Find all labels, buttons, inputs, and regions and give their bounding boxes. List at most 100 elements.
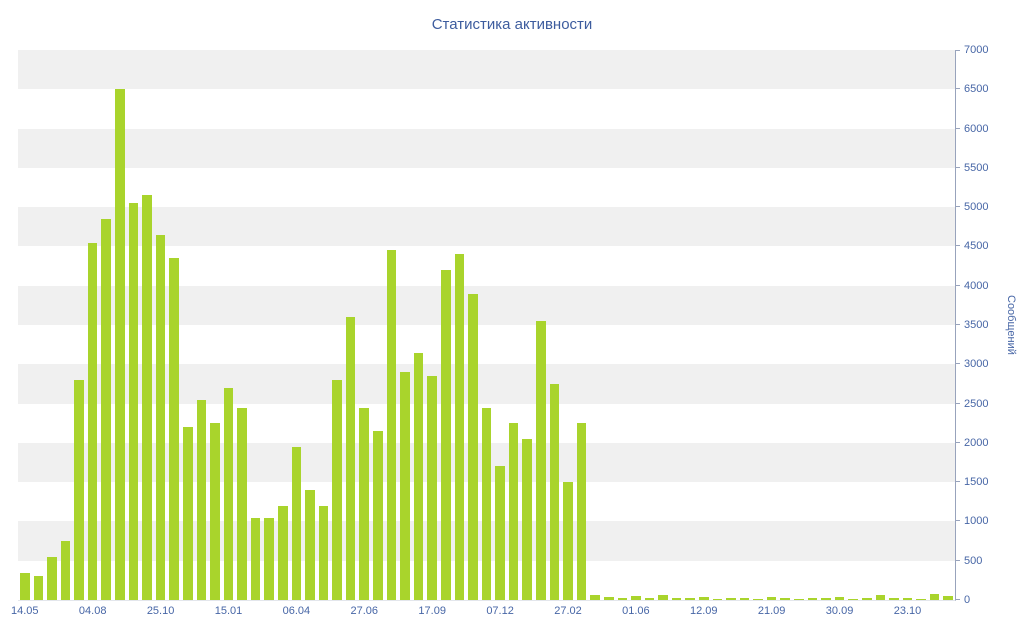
y-tick-mark bbox=[956, 245, 960, 247]
y-tick-label: 6000 bbox=[964, 122, 989, 135]
bar bbox=[821, 598, 831, 600]
band bbox=[18, 50, 955, 90]
bar bbox=[468, 293, 478, 600]
x-tick-label: 21.09 bbox=[757, 605, 786, 617]
y-axis-title: Сообщений bbox=[1005, 295, 1017, 355]
bar bbox=[780, 598, 791, 600]
bar bbox=[685, 598, 695, 600]
bar bbox=[834, 596, 845, 600]
x-tick-label: 01.06 bbox=[622, 605, 650, 617]
y-tick-mark bbox=[956, 520, 960, 522]
bar bbox=[20, 572, 30, 600]
x-tick-label: 15.01 bbox=[214, 605, 243, 617]
bar bbox=[155, 234, 166, 600]
bar bbox=[481, 407, 492, 600]
y-tick-label: 2000 bbox=[964, 436, 989, 449]
bar bbox=[861, 597, 872, 600]
x-tick-label: 07.12 bbox=[486, 605, 514, 617]
bar bbox=[440, 270, 451, 600]
bar bbox=[712, 599, 723, 600]
chart-title: Статистика активности bbox=[431, 16, 593, 33]
y-tick-label: 7000 bbox=[964, 44, 989, 56]
y-tick-mark bbox=[956, 599, 960, 600]
bar bbox=[400, 372, 410, 600]
y-tick-label: 0 bbox=[964, 594, 971, 606]
bar bbox=[74, 380, 84, 600]
bar bbox=[278, 505, 288, 600]
x-tick-label: 17.09 bbox=[418, 605, 446, 617]
x-axis: 14.05 04.08 25.10 15.01 06.04 27.06 17.09 07.12… bbox=[11, 605, 955, 621]
bar bbox=[291, 446, 302, 600]
y-tick-mark bbox=[956, 206, 960, 208]
y-tick-mark bbox=[956, 127, 960, 129]
plot-bands bbox=[18, 50, 955, 600]
bar bbox=[875, 595, 886, 600]
bar bbox=[413, 352, 424, 600]
y-tick-mark bbox=[956, 363, 960, 365]
bar bbox=[698, 596, 709, 600]
bar bbox=[753, 599, 763, 600]
y-tick-mark bbox=[956, 284, 960, 286]
y-tick-mark bbox=[956, 559, 960, 561]
bar bbox=[237, 407, 247, 600]
x-tick-label: 27.06 bbox=[350, 605, 379, 617]
bar bbox=[386, 250, 397, 600]
bar bbox=[210, 423, 220, 600]
bar bbox=[617, 597, 628, 600]
bar bbox=[631, 596, 641, 600]
bar bbox=[318, 505, 329, 600]
bar bbox=[142, 195, 152, 600]
bar bbox=[671, 597, 682, 600]
bar bbox=[658, 595, 668, 600]
bar bbox=[427, 376, 437, 600]
bar bbox=[929, 593, 940, 600]
bar bbox=[590, 595, 600, 600]
band bbox=[18, 128, 955, 168]
bar bbox=[454, 254, 465, 600]
bar bbox=[182, 427, 193, 600]
bar bbox=[902, 597, 913, 600]
bar bbox=[359, 407, 370, 600]
bar bbox=[87, 242, 98, 600]
x-tick-label: 27.02 bbox=[554, 605, 582, 617]
bar bbox=[250, 517, 261, 600]
y-tick-mark bbox=[956, 324, 960, 325]
bar bbox=[495, 466, 505, 600]
bar bbox=[332, 380, 342, 600]
y-tick-label: 1500 bbox=[964, 476, 989, 489]
y-tick-mark bbox=[956, 88, 960, 90]
y-tick-label: 500 bbox=[964, 554, 983, 567]
bar bbox=[169, 258, 179, 600]
bar bbox=[33, 576, 44, 600]
y-tick-mark bbox=[956, 402, 960, 404]
y-tick-label: 3500 bbox=[964, 319, 989, 331]
y-tick-mark bbox=[956, 441, 960, 443]
bar bbox=[60, 541, 71, 600]
x-tick-label: 14.05 bbox=[11, 605, 39, 617]
y-tick-label: 5000 bbox=[964, 201, 989, 214]
bar bbox=[128, 203, 139, 600]
y-tick-mark bbox=[956, 481, 960, 483]
bars-container bbox=[18, 50, 955, 600]
bar bbox=[889, 598, 899, 600]
bar bbox=[726, 598, 736, 600]
bar bbox=[101, 218, 112, 600]
x-tick-label: 04.08 bbox=[78, 605, 107, 617]
bar bbox=[305, 490, 315, 600]
y-tick-label: 1000 bbox=[964, 515, 989, 528]
band bbox=[18, 207, 955, 247]
bar bbox=[766, 596, 777, 600]
x-tick-label: 25.10 bbox=[146, 605, 175, 617]
bar bbox=[115, 89, 125, 600]
bar bbox=[739, 597, 750, 600]
x-tick-label: 30.09 bbox=[825, 605, 854, 617]
y-tick-label: 5500 bbox=[964, 161, 989, 174]
x-tick-label: 23.10 bbox=[893, 605, 922, 617]
bar bbox=[916, 599, 926, 600]
x-tick-label: 12.09 bbox=[690, 605, 718, 617]
bar bbox=[196, 399, 207, 600]
bar bbox=[536, 321, 546, 600]
bar bbox=[47, 556, 57, 600]
bar bbox=[549, 383, 560, 600]
